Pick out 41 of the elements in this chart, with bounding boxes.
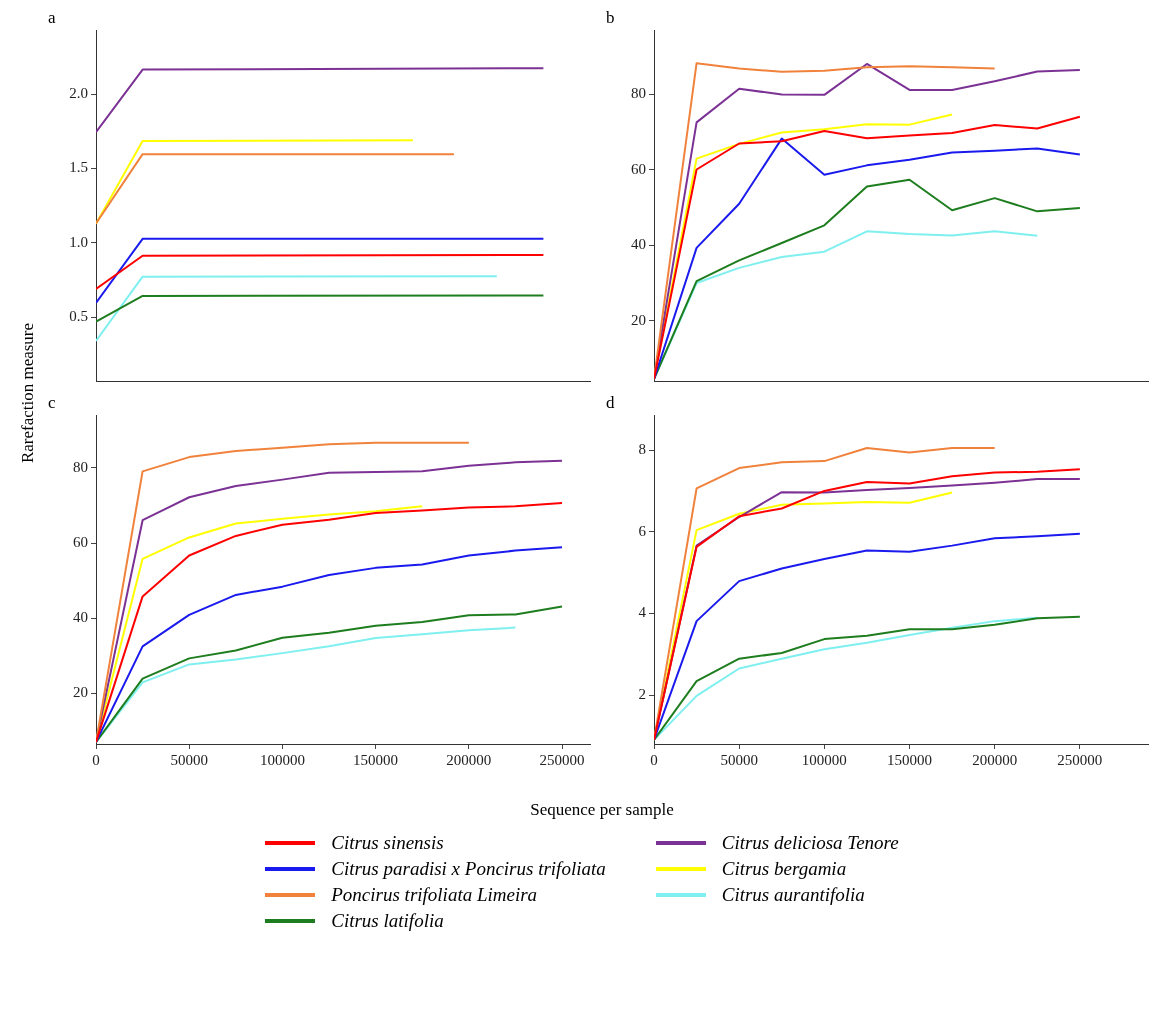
y-tick-label: 60 [631,160,646,177]
x-tick-label: 50000 [720,751,758,768]
legend-label: Citrus bergamia [721,858,847,880]
legend-label: Citrus aurantifolia [721,884,865,906]
x-tick-label: 250000 [539,751,585,768]
y-tick-label: 20 [73,684,88,701]
chart-title: d [606,392,615,412]
y-tick-label: 1.5 [69,159,88,176]
y-tick-label: 40 [73,609,88,626]
y-tick-label: 2.0 [69,85,88,102]
x-axis-title: Sequence per sample [529,800,675,820]
x-tick-label: 100000 [801,751,847,768]
chart-title: a [48,7,56,27]
y-tick-label: 80 [73,458,88,475]
y-tick-label: 8 [638,441,646,458]
y-axis-title: Rarefaction measure [18,322,38,464]
x-tick-label: 200000 [972,751,1018,768]
y-tick-label: 6 [638,522,647,539]
x-tick-label: 250000 [1057,751,1103,768]
y-tick-label: 20 [631,311,646,328]
y-tick-label: 60 [73,534,88,551]
y-tick-label: 0.5 [69,308,88,325]
x-tick-label: 150000 [353,751,399,768]
x-tick-label: 150000 [887,751,933,768]
legend-label: Citrus sinensis [331,832,444,854]
x-tick-label: 200000 [446,751,492,768]
x-tick-label: 100000 [259,751,305,768]
x-tick-label: 0 [650,751,658,768]
y-tick-label: 2 [638,685,646,702]
legend-label: Citrus latifolia [331,910,444,932]
legend-label: Citrus paradisi x Poncirus trifoliata [331,858,606,880]
chart-title: c [48,392,56,412]
legend-label: Citrus deliciosa Tenore [721,832,899,854]
x-tick-label: 0 [92,751,100,768]
x-tick-label: 50000 [170,751,208,768]
legend-label: Poncirus trifoliata Limeira [331,884,538,906]
y-tick-label: 1.0 [69,233,88,250]
y-tick-label: 80 [631,85,646,102]
y-tick-label: 4 [638,604,647,621]
y-tick-label: 40 [631,236,646,253]
chart-title: b [606,7,615,27]
